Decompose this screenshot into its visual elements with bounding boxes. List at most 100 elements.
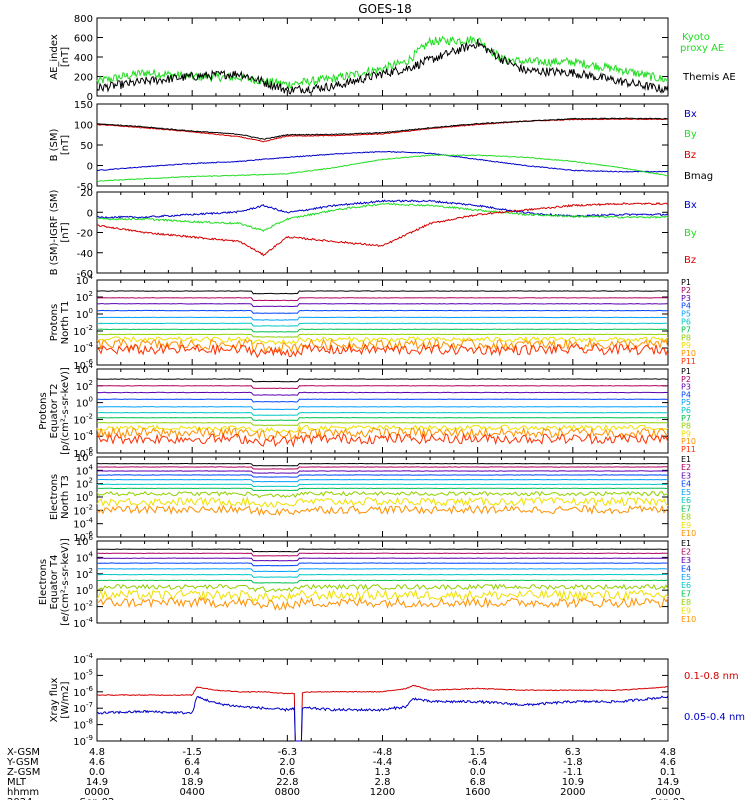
series-line [97, 557, 669, 562]
y-axis-label-line: Equator T4 [49, 555, 60, 610]
series-line [96, 685, 669, 742]
ephemeris-cell: 22.8 [276, 777, 298, 788]
series-group [96, 117, 669, 182]
y-ticks: 800 600 400 200 0 [74, 14, 669, 103]
legend-item: E3 [681, 556, 691, 565]
ephemeris-cell: 0000 [84, 787, 109, 798]
y-tick-label: 100 [76, 307, 93, 321]
series-line [96, 337, 669, 354]
legend-item: 0.05-0.4 nm [684, 712, 745, 723]
legend-item: E2 [681, 547, 691, 556]
ephemeris-cell: 6.8 [470, 777, 486, 788]
y-tick-label: 104 [76, 273, 94, 287]
y-axis-label-line: [p/(cm²-s-sr-keV)] [60, 367, 71, 455]
series-line [96, 478, 669, 483]
series-line [96, 596, 669, 611]
series-line [96, 487, 668, 492]
ephemeris-cell: 2.8 [375, 777, 391, 788]
ephemeris-cell: 1200 [370, 787, 395, 798]
y-tick-label: 102 [76, 379, 93, 393]
series-line [96, 297, 669, 302]
y-tick-label: 100 [76, 396, 93, 410]
y-tick-label: 10-2 [73, 324, 93, 338]
series-line [96, 202, 669, 257]
series-line [97, 316, 668, 321]
ephemeris-cell: 18.9 [181, 777, 203, 788]
series-line [96, 466, 669, 470]
legend-item: P6 [681, 318, 691, 327]
ephemeris-cell: 6.3 [565, 747, 581, 758]
series-line [96, 588, 669, 604]
ephemeris-cell: 4.6 [89, 757, 105, 768]
series-line [96, 328, 669, 333]
series-line [96, 411, 669, 416]
series-line [96, 335, 669, 346]
legend-item: P1 [681, 367, 691, 376]
series-group [96, 199, 669, 257]
ephemeris-cell: 0.4 [184, 767, 200, 778]
y-tick-label: 0 [87, 92, 93, 103]
legend-item: P9 [681, 429, 691, 438]
series-line [97, 422, 669, 427]
y-tick-label: 102 [76, 290, 93, 304]
series-group [96, 290, 669, 359]
series-line [96, 202, 669, 233]
series-line [96, 303, 669, 308]
legend-item: P4 [681, 390, 691, 399]
panel-frame [96, 17, 669, 97]
legend-item: P2 [681, 375, 691, 384]
y-tick-label: -50 [77, 182, 93, 193]
legend-item: E4 [681, 480, 691, 489]
series-line [96, 378, 669, 383]
y-axis-label-line: Protons [38, 392, 49, 429]
y-tick-label: 10-4 [73, 517, 93, 531]
y-tick-label: 10-9 [73, 734, 93, 748]
y-tick-label: 10-6 [73, 530, 93, 544]
y-tick-label: 10-2 [73, 503, 93, 517]
legend-item: P9 [681, 341, 691, 350]
ephemeris-cell: 0800 [275, 787, 300, 798]
ephemeris-row-label: X-GSM [7, 747, 40, 758]
series-line [96, 39, 669, 95]
y-axis-label-line: [nT] [60, 135, 71, 155]
y-tick-label: 104 [76, 550, 94, 564]
ephemeris-cell: -1.8 [563, 757, 583, 768]
ephemeris-cell: 1600 [465, 787, 490, 798]
panel-frame [96, 456, 669, 538]
ephemeris-cell: 2000 [560, 787, 585, 798]
legend-item: E7 [681, 590, 691, 599]
legend-item: Bz [684, 255, 696, 266]
ephemeris-cell: 0.1 [660, 767, 676, 778]
legend-item: E7 [681, 504, 691, 513]
series-line [96, 548, 668, 553]
panel-frame [96, 658, 669, 742]
y-tick-label: 10-4 [73, 616, 93, 630]
y-tick-label: 100 [76, 583, 93, 597]
y-axis-label-line: AE_index [49, 34, 60, 80]
series-line [96, 426, 669, 442]
legend-item: E9 [681, 607, 691, 616]
legend-item: P3 [681, 294, 691, 303]
ephemeris-cell: -6.4 [468, 757, 488, 768]
y-axis-label-line: [W/m2] [60, 681, 71, 718]
legend-item: E2 [681, 463, 691, 472]
series-line [97, 573, 669, 578]
series-line [96, 579, 669, 584]
y-axis-label-line: Equator T2 [49, 384, 60, 439]
y-axis-label-line: North T1 [60, 301, 71, 345]
ephemeris-cell: 0000 [655, 787, 680, 798]
y-axis-label-line: B (SM)-IGRF (SM) [49, 190, 60, 276]
y-axis-label: B (SM) [nT] [49, 128, 71, 161]
y-tick-label: 10-6 [73, 446, 93, 460]
legend-item: E8 [681, 513, 691, 522]
y-tick-label: 106 [76, 534, 94, 548]
legend-item: By [684, 228, 697, 239]
series-line [97, 552, 668, 557]
y-axis-label: Xray flux [W/m2] [49, 678, 71, 723]
chart-title: GOES-18 [358, 2, 412, 16]
ephemeris-row-label: Z-GSM [7, 767, 40, 778]
